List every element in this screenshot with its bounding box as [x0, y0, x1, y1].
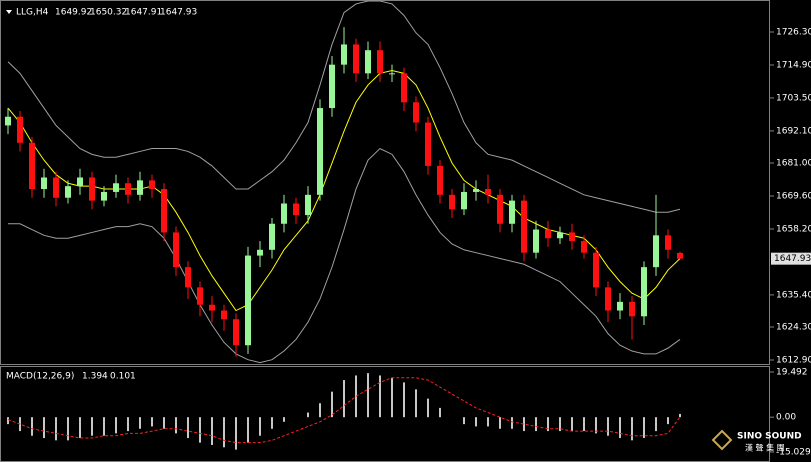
candle-body: [557, 232, 563, 239]
logo-mark: [711, 429, 733, 451]
y-tick-label: -15.029: [776, 448, 811, 458]
candle-body: [509, 200, 515, 224]
candle-body: [137, 180, 143, 195]
candle-body: [497, 194, 503, 224]
candle-body: [533, 229, 539, 253]
candle-body: [245, 255, 251, 346]
header-high: 1650.32: [90, 8, 127, 18]
candle-body: [545, 229, 551, 239]
candle-body: [473, 189, 479, 192]
candle-body: [197, 287, 203, 305]
y-tick-label: 1624.30: [776, 323, 811, 333]
price-box: [771, 252, 811, 265]
header-open: 1649.92: [55, 8, 92, 18]
candle-body: [41, 177, 47, 190]
candle-body: [149, 180, 155, 190]
y-tick-label: 1692.10: [776, 126, 811, 136]
candle-body: [317, 108, 323, 195]
symbol: LLG,H4: [16, 8, 49, 18]
candle-body: [653, 235, 659, 268]
macd-signal: 0.101: [110, 372, 136, 382]
candle-body: [233, 319, 239, 346]
menu-arrow[interactable]: [6, 10, 12, 14]
candle-body: [341, 44, 347, 65]
candle-body: [605, 287, 611, 311]
candle-body: [269, 223, 275, 250]
candle-body: [641, 267, 647, 317]
candle-body: [449, 194, 455, 210]
candle-body: [593, 252, 599, 288]
candle-body: [89, 177, 95, 201]
signal-line: [7, 377, 681, 444]
candle-body: [581, 241, 587, 253]
price-label: 1647.93: [774, 254, 811, 264]
candle-body: [161, 189, 167, 233]
candle-body: [389, 73, 395, 75]
logo: SINO SOUND 漢 聲 集 團: [711, 429, 802, 453]
candle-body: [293, 203, 299, 216]
y-tick-label: 1658.20: [776, 224, 811, 234]
y-tick-label: 1726.30: [776, 27, 811, 37]
brand: SINO SOUND: [737, 432, 802, 442]
y-tick-label: 1635.40: [776, 290, 811, 300]
candle-body: [209, 304, 215, 311]
candle-body: [329, 64, 335, 109]
y-tick-label: 1669.60: [776, 191, 811, 201]
macd-main: 1.394: [82, 372, 108, 382]
candle-body: [113, 183, 119, 192]
moving-average: [7, 69, 681, 312]
candle-body: [221, 310, 227, 320]
candle-body: [461, 191, 467, 210]
candle-body: [425, 122, 431, 166]
candle-body: [377, 50, 383, 74]
candle-body: [257, 249, 263, 256]
header-low: 1647.91: [125, 8, 162, 18]
candle-body: [629, 301, 635, 317]
candle-body: [5, 116, 11, 126]
candle-body: [437, 165, 443, 195]
brand-sub: 漢 聲 集 團: [745, 443, 785, 453]
candle-body: [521, 200, 527, 253]
candle-body: [125, 183, 131, 195]
candle-body: [305, 194, 311, 216]
candle-body: [101, 191, 107, 201]
bollinger-band: [7, 0, 681, 213]
candle-body: [17, 116, 23, 143]
y-tick-label: 1703.50: [776, 93, 811, 103]
candle-body: [53, 177, 59, 198]
candle-body: [353, 44, 359, 74]
macd-title: MACD(12,26,9): [6, 372, 74, 382]
candle-body: [401, 73, 407, 103]
main-frame: [0, 0, 770, 365]
candle-body: [485, 189, 491, 195]
candle-body: [29, 142, 35, 190]
y-tick-label: 1714.90: [776, 60, 811, 70]
y-tick-label: 1681.00: [776, 159, 811, 169]
bollinger-band: [8, 147, 681, 364]
candle-body: [665, 235, 671, 250]
candle-body: [65, 186, 71, 198]
candle-body: [173, 232, 179, 268]
candle-body: [569, 232, 575, 242]
candle-body: [185, 267, 191, 288]
candle-body: [413, 102, 419, 123]
candle-body: [617, 301, 623, 311]
candle-body: [77, 177, 83, 187]
y-tick-label: 19.492: [776, 368, 808, 378]
y-tick-label: 0.00: [776, 413, 796, 423]
y-tick-label: 1612.90: [776, 355, 811, 365]
header-close: 1647.93: [160, 8, 197, 18]
candle-body: [365, 50, 371, 74]
candle-body: [677, 252, 683, 259]
candle-body: [281, 203, 287, 224]
